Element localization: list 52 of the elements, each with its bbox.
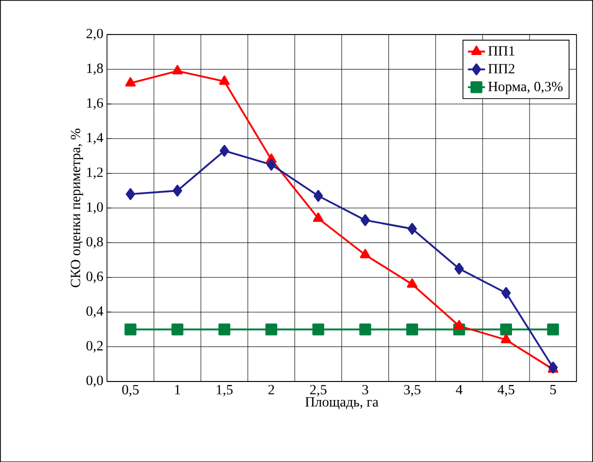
point — [454, 320, 464, 330]
point — [408, 222, 417, 235]
point — [220, 144, 230, 157]
y-tick-label: 1,0 — [87, 202, 103, 214]
point — [126, 188, 136, 200]
point — [360, 248, 370, 258]
y-tick-label: 0,8 — [86, 236, 103, 248]
point — [124, 323, 136, 336]
y-tick-label: 2,0 — [86, 28, 103, 40]
x-tick-label: 2 — [268, 384, 274, 394]
point — [313, 212, 324, 222]
point — [172, 64, 183, 74]
x-tick-label: 1 — [175, 384, 180, 394]
x-tick-label: 0,5 — [122, 384, 139, 396]
point — [218, 323, 230, 336]
y-tick-label: 1,2 — [87, 167, 103, 179]
y-tick-label: 0,0 — [86, 376, 103, 388]
point — [312, 323, 324, 336]
point — [172, 184, 182, 196]
legend-label: Норма, 0,3% — [488, 82, 563, 94]
y-tick-label: 1,8 — [87, 63, 103, 75]
y-tick-label: 1,6 — [87, 98, 104, 110]
x-tick-label: 4 — [456, 384, 462, 394]
legend-label: ПП2 — [488, 64, 514, 74]
x-tick-label: 2,5 — [310, 384, 326, 396]
y-tick-label: 0,2 — [86, 340, 103, 352]
point — [360, 214, 370, 226]
x-axis-title: Площадь, га — [305, 397, 378, 410]
x-tick-label: 5 — [550, 384, 556, 394]
point — [500, 334, 512, 344]
point — [266, 158, 276, 170]
point — [500, 323, 512, 336]
point — [454, 262, 464, 274]
x-tick-label: 3,5 — [404, 384, 420, 396]
x-tick-label: 3 — [362, 384, 368, 394]
point — [314, 190, 323, 202]
x-tick-label: 4,5 — [498, 384, 514, 396]
point — [171, 323, 184, 336]
x-tick-label: 1,5 — [216, 384, 233, 396]
point — [219, 75, 230, 85]
point — [547, 323, 559, 336]
legend-label: ПП1 — [488, 46, 514, 56]
point — [406, 278, 418, 288]
point — [501, 286, 511, 299]
point — [125, 77, 136, 86]
y-tick-label: 0,6 — [86, 271, 104, 283]
point — [406, 323, 418, 336]
y-tick-label: 0,4 — [86, 306, 104, 318]
point — [359, 323, 372, 336]
y-axis-title: СКО оценки периметра, % — [70, 128, 84, 288]
point — [265, 323, 278, 336]
y-tick-label: 1,4 — [87, 132, 104, 144]
